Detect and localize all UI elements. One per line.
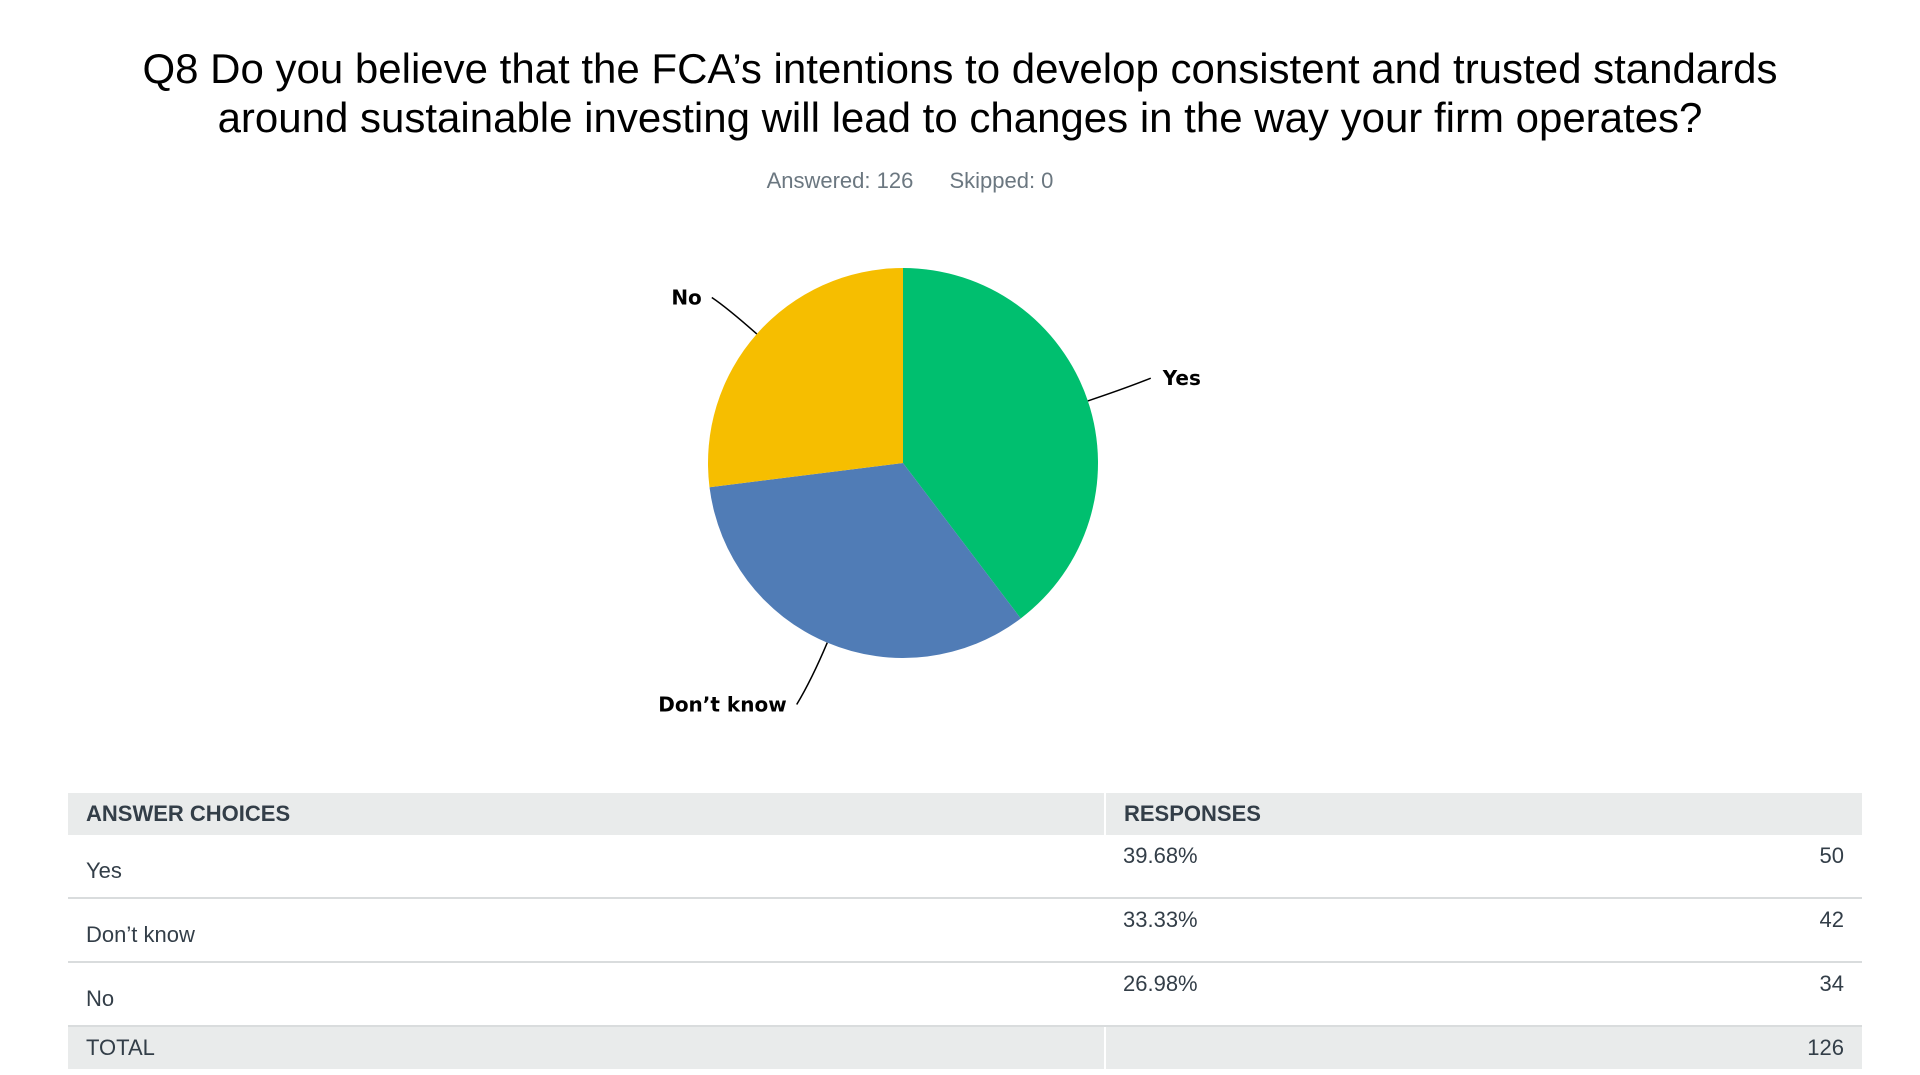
total-percent (1105, 1026, 1562, 1069)
header-answer-choices: ANSWER CHOICES (68, 793, 1106, 835)
pie-label-2: Don’t know (658, 693, 786, 717)
row-percent: 39.68% (1105, 835, 1562, 899)
total-label: TOTAL (68, 1026, 1106, 1069)
total-row: TOTAL 126 (68, 1026, 1862, 1069)
results-table: ANSWER CHOICES RESPONSES Yes 39.68% 50 D… (68, 793, 1862, 1069)
row-count: 34 (1561, 962, 1862, 1027)
pie-label-3: No (671, 285, 701, 309)
row-choice: Don’t know (68, 898, 1105, 963)
row-percent: 33.33% (1105, 898, 1562, 963)
pie-label-1: Yes (1162, 366, 1201, 390)
answered-count: Answered: 126 (766, 168, 914, 193)
row-count: 42 (1561, 898, 1862, 963)
row-choice: No (68, 962, 1105, 1027)
row-count: 50 (1561, 835, 1862, 899)
question-title: Q8 Do you believe that the FCA’s intenti… (142, 45, 1778, 141)
response-stats: Answered: 126 Skipped: 0 (0, 168, 1820, 194)
pie-slice-2 (709, 463, 1021, 658)
pie-leader-line-3 (711, 296, 758, 335)
total-count: 126 (1561, 1026, 1862, 1069)
table-row: Yes 39.68% 50 (68, 835, 1862, 899)
pie-leader-line-1 (1087, 377, 1152, 402)
table-row: Don’t know 33.33% 42 (68, 898, 1862, 963)
skipped-count: Skipped: 0 (949, 168, 1054, 193)
pie-slice-3 (708, 268, 903, 488)
pie-leader-line-2 (796, 642, 828, 705)
table-header-row: ANSWER CHOICES RESPONSES (68, 793, 1862, 835)
pie-chart: Yes Don’t know No (658, 268, 1201, 717)
row-percent: 26.98% (1105, 962, 1562, 1027)
row-choice: Yes (68, 835, 1105, 899)
table-row: No 26.98% 34 (68, 962, 1862, 1027)
header-responses: RESPONSES (1105, 793, 1862, 835)
pie-slice-1 (903, 268, 1099, 619)
